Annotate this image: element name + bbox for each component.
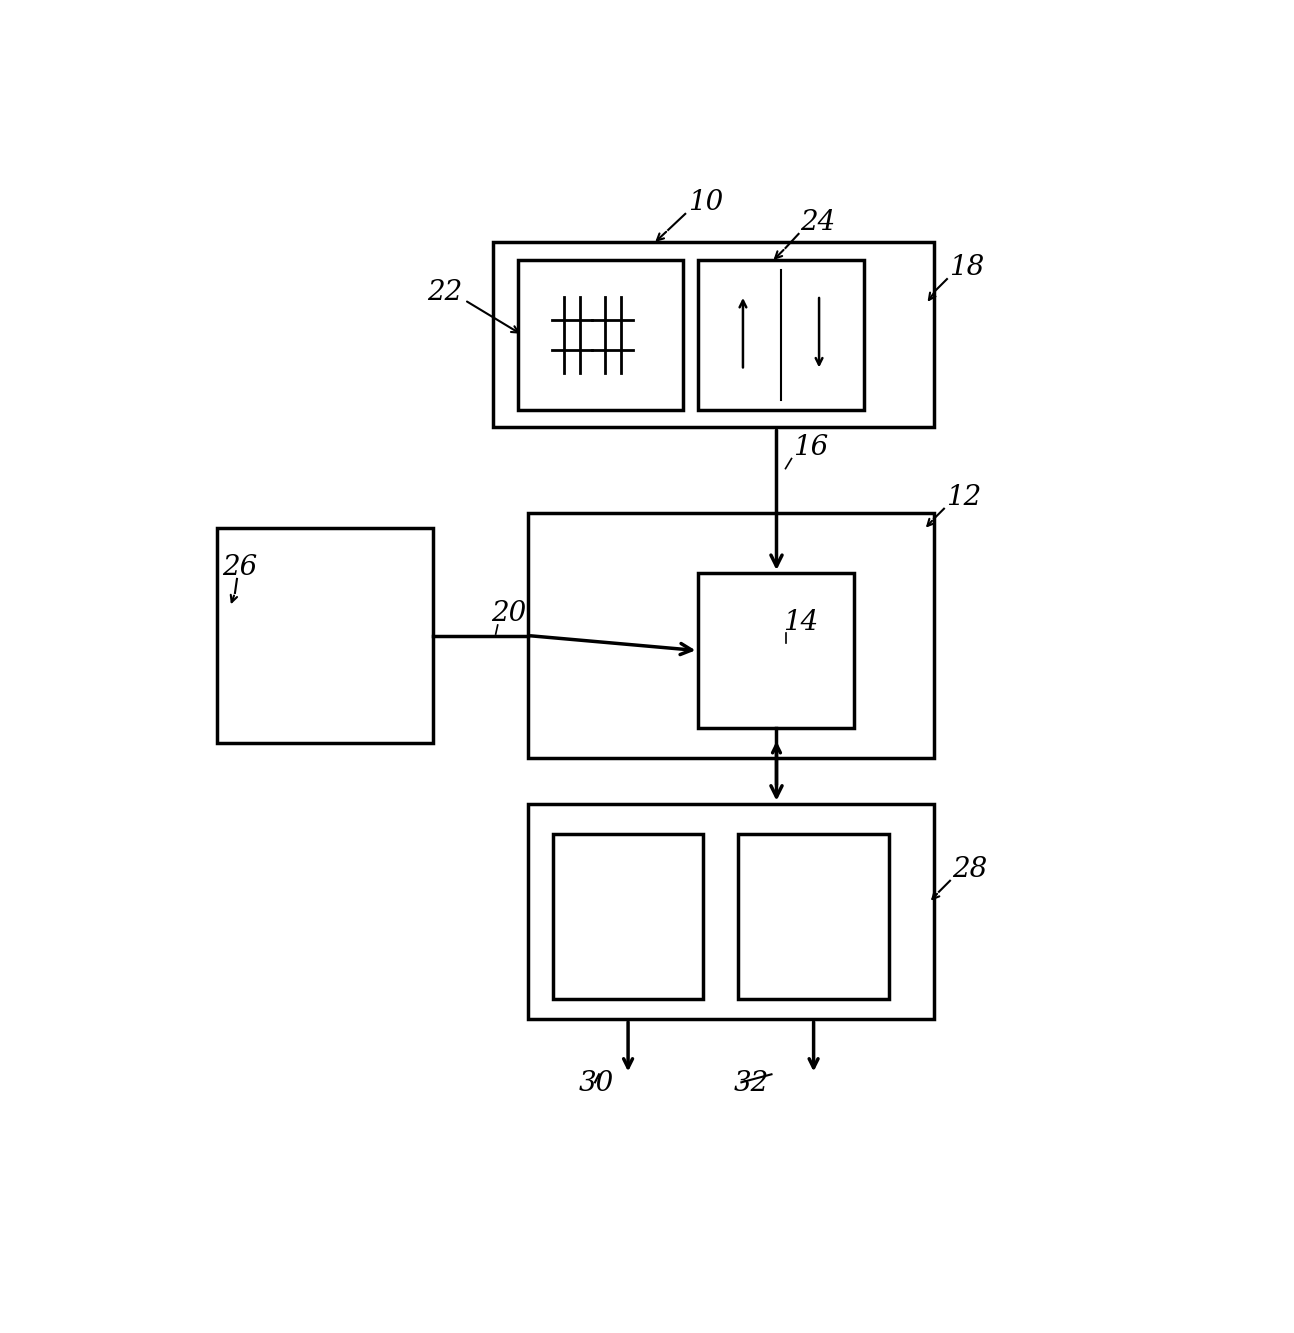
Bar	[699, 573, 854, 728]
Text: 12: 12	[946, 484, 981, 511]
Text: 26: 26	[223, 555, 258, 581]
Bar	[528, 804, 934, 1020]
Text: 28: 28	[952, 856, 987, 882]
Text: 24: 24	[801, 209, 836, 236]
Text: 20: 20	[490, 600, 525, 627]
Text: 10: 10	[688, 189, 723, 216]
Text: 16: 16	[793, 433, 828, 460]
Bar	[739, 833, 889, 1000]
Text: 14: 14	[784, 609, 819, 636]
Bar	[217, 528, 432, 744]
Text: 30: 30	[578, 1070, 615, 1097]
Text: 22: 22	[427, 279, 463, 307]
Bar	[699, 260, 864, 411]
Bar	[528, 513, 934, 758]
Text: 18: 18	[949, 255, 985, 281]
Bar	[493, 243, 934, 428]
Bar	[518, 260, 683, 411]
Bar	[553, 833, 704, 1000]
Text: 32: 32	[734, 1070, 769, 1097]
